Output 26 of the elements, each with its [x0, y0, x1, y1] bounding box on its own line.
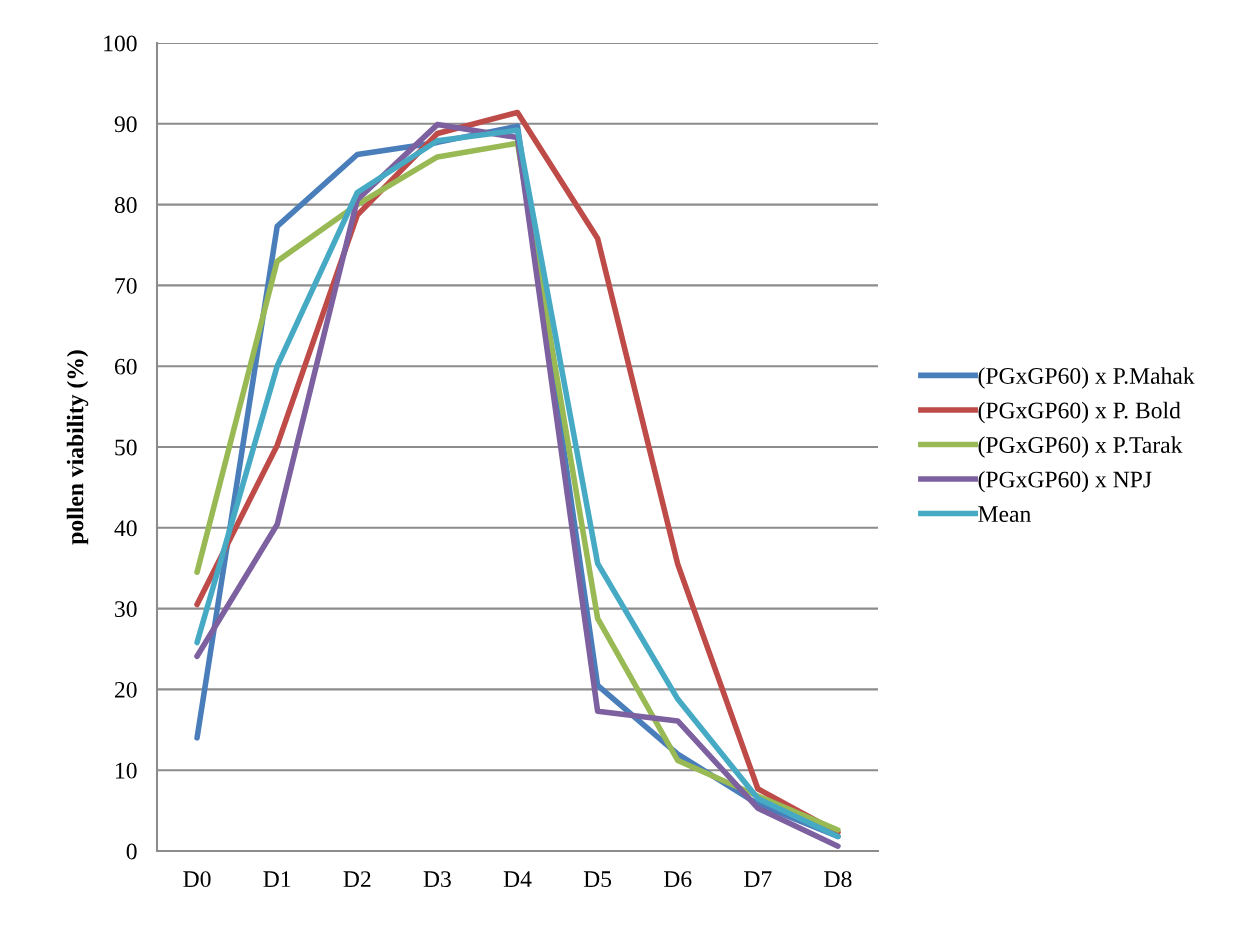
legend-label: (PGxGP60) x P. Bold: [978, 401, 1181, 424]
y-tick-label: 0: [126, 843, 137, 860]
y-tick-label: 50: [115, 439, 137, 456]
legend-label: (PGxGP60) x NPJ: [978, 470, 1152, 493]
y-tick-label: 100: [104, 35, 137, 52]
x-tick-label: D3: [423, 871, 451, 888]
x-tick-label: D7: [744, 871, 772, 887]
y-tick-label: 10: [116, 762, 137, 779]
legend-label: (PGxGP60) x P.Mahak: [978, 367, 1195, 389]
x-tick-label: D0: [183, 871, 211, 888]
y-tick-label: 70: [115, 277, 137, 294]
x-tick-label: D5: [583, 871, 612, 888]
legend-label: (PGxGP60) x P.Tarak: [978, 436, 1183, 458]
legend-label: Mean: [978, 506, 1031, 523]
y-tick-label: 40: [114, 520, 137, 537]
y-axis-title: pollen viability (%): [66, 350, 89, 545]
y-tick-label: 30: [115, 601, 137, 618]
x-tick-label: D4: [503, 871, 532, 887]
x-tick-label: D2: [343, 871, 371, 887]
y-tick-label: 20: [114, 681, 137, 698]
x-tick-label: D6: [663, 871, 692, 888]
x-tick-label: D1: [263, 871, 291, 887]
y-tick-label: 80: [114, 197, 137, 214]
y-tick-label: 60: [114, 358, 137, 375]
x-tick-label: D8: [824, 871, 852, 888]
y-tick-label: 90: [114, 116, 137, 133]
